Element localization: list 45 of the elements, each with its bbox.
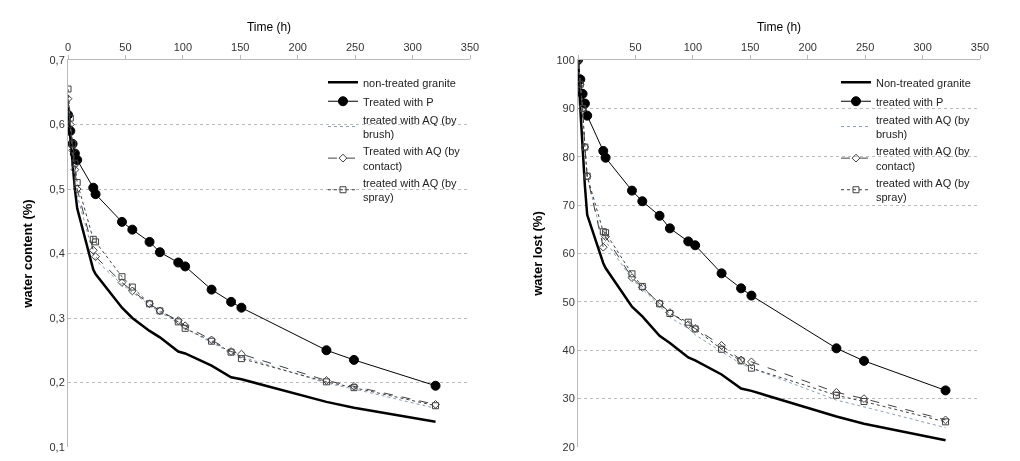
y-tick-label: 30 — [562, 392, 575, 405]
x-tick-label: 300 — [913, 40, 932, 53]
y-tick-label: 40 — [562, 344, 575, 357]
x-tick-label: 100 — [683, 40, 703, 53]
legend-label: Non-treated granite — [875, 76, 971, 89]
y-tick-label: 0,7 — [49, 53, 65, 66]
legend-label: treated with P — [875, 95, 944, 108]
x-tick-label: 250 — [345, 40, 365, 53]
x-axis-title: Time (h) — [246, 19, 292, 34]
x-tick-label: 100 — [173, 40, 193, 53]
x-tick-label: 150 — [741, 40, 760, 53]
legend-label: Treated with AQ (by contact) — [362, 145, 461, 172]
x-tick-label: 50 — [119, 40, 132, 53]
legend-label: non-treated granite — [362, 76, 456, 89]
y-tick-label: 60 — [562, 247, 575, 260]
y-tick-label: 80 — [562, 150, 575, 163]
y-tick-label: 0,6 — [49, 118, 65, 131]
y-tick-label: 100 — [556, 53, 575, 66]
legend-label: treated with AQ (by contact) — [875, 145, 971, 172]
y-tick-label: 0,1 — [49, 440, 65, 453]
x-tick-label: 150 — [231, 40, 250, 53]
x-tick-label: 350 — [970, 40, 990, 53]
legend-label: treated with AQ (by brush) — [875, 113, 971, 140]
y-tick-label: 70 — [562, 198, 575, 211]
y-tick-label: 0,4 — [49, 247, 65, 260]
legend-label: treated with AQ (by spray) — [875, 176, 971, 204]
x-axis-title: Time (h) — [756, 19, 802, 34]
y-tick-label: 0,2 — [49, 376, 65, 389]
y-axis-title: water lost (%) — [530, 211, 545, 297]
y-tick-label: 20 — [562, 440, 575, 453]
x-tick-label: 350 — [460, 40, 480, 53]
x-tick-label: 200 — [288, 40, 307, 53]
x-tick-label: 300 — [403, 40, 422, 53]
y-tick-label: 50 — [562, 295, 575, 308]
legend-label: Treated with P — [362, 95, 434, 108]
x-tick-label: 200 — [798, 40, 817, 53]
x-tick-label: 0 — [64, 40, 72, 53]
y-tick-label: 90 — [562, 102, 575, 115]
x-tick-label: 250 — [855, 40, 875, 53]
y-axis-title: water content (%) — [20, 199, 35, 309]
y-tick-label: 0,5 — [49, 182, 65, 195]
legend-label: treated with AQ (by brush) — [362, 113, 458, 140]
x-tick-label: 50 — [629, 40, 642, 53]
y-tick-label: 0,3 — [49, 311, 65, 324]
legend-label: treated with AQ (by spray) — [362, 176, 458, 204]
